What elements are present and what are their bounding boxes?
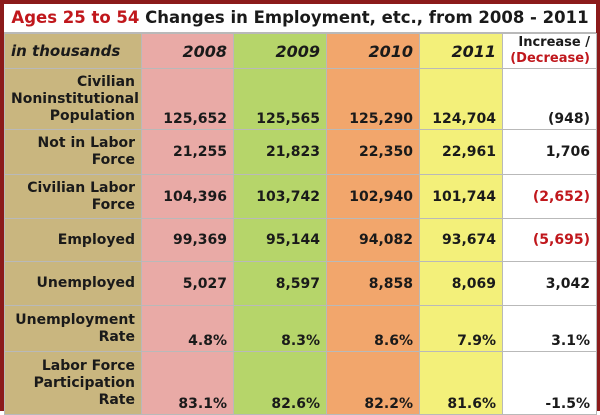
row-label-line: Labor Force <box>41 357 135 374</box>
cell-2010: 102,940 <box>326 174 420 219</box>
cell-change: (2,652) <box>502 174 597 219</box>
cell-2011: 22,961 <box>419 129 503 175</box>
cell-2008: 5,027 <box>141 261 234 306</box>
row-label-line: Rate <box>98 328 135 345</box>
cell-2010: 8,858 <box>326 261 420 306</box>
cell-2008: 4.8% <box>141 305 234 352</box>
table-row: Civilian Labor Force 104,396 103,742 102,940… <box>4 174 597 219</box>
cell-2011: 8,069 <box>419 261 503 306</box>
row-label-line: Force <box>91 152 135 168</box>
row-label-line: Civilian Labor <box>27 179 135 196</box>
cell-2009: 21,823 <box>233 129 327 175</box>
cell-change: 1,706 <box>502 129 597 175</box>
cell-2010: 22,350 <box>326 129 420 175</box>
table-row: Unemployed 5,027 8,597 8,858 8,069 3,042 <box>4 261 597 306</box>
cell-2010: 125,290 <box>326 68 420 130</box>
row-label-line: Noninstitutional <box>11 90 139 107</box>
decrease-header-label: (Decrease) <box>510 51 590 66</box>
cell-2009: 125,565 <box>233 68 327 130</box>
row-label: Civilian Noninstitutional Population <box>4 68 142 130</box>
row-label-line: Civilian <box>76 73 135 90</box>
row-label: Employed <box>4 218 142 262</box>
employment-table: in thousands 2008 2009 2010 2011 Increas… <box>4 33 597 415</box>
cell-change: 3,042 <box>502 261 597 306</box>
cell-change: (5,695) <box>502 218 597 262</box>
table-row: Civilian Noninstitutional Population 125,65… <box>4 68 597 130</box>
cell-2008: 83.1% <box>141 351 234 415</box>
title-age-range: Ages 25 to 54 <box>11 8 140 27</box>
row-label: Labor Force Participation Rate <box>4 351 142 415</box>
row-label-line: Unemployed <box>36 275 136 291</box>
row-label-line: Employed <box>57 231 135 248</box>
header-row: in thousands 2008 2009 2010 2011 Increas… <box>4 33 597 69</box>
row-label-line: Not in Labor <box>37 135 135 151</box>
cell-2009: 82.6% <box>233 351 327 415</box>
cell-2009: 103,742 <box>233 174 327 219</box>
row-label: Unemployed <box>4 261 142 306</box>
cell-2009: 8.3% <box>233 305 327 352</box>
row-label-line: Unemployment <box>15 311 135 328</box>
table-title: Ages 25 to 54 Changes in Employment, etc… <box>4 4 596 33</box>
row-label-line: Rate <box>98 391 135 408</box>
table-row: Labor Force Participation Rate 83.1% 82.6% 82… <box>4 351 597 415</box>
cell-change: -1.5% <box>502 351 597 415</box>
title-rest: Changes in Employment, etc., from 2008 -… <box>139 8 589 27</box>
cell-2008: 99,369 <box>141 218 234 262</box>
row-label-line: Participation <box>33 374 135 391</box>
cell-change: 3.1% <box>502 305 597 352</box>
cell-change: (948) <box>502 68 597 130</box>
row-label: Unemployment Rate <box>4 305 142 352</box>
cell-2010: 82.2% <box>326 351 420 415</box>
table-row: Unemployment Rate 4.8% 8.3% 8.6% 7.9% 3.1% <box>4 305 597 352</box>
column-header-2008: 2008 <box>141 33 234 69</box>
cell-2011: 81.6% <box>419 351 503 415</box>
row-label-line: Force <box>91 196 135 213</box>
cell-2008: 21,255 <box>141 129 234 175</box>
cell-2010: 94,082 <box>326 218 420 262</box>
row-label: Civilian Labor Force <box>4 174 142 219</box>
column-header-2010: 2010 <box>326 33 420 69</box>
row-label: Not in Labor Force <box>4 129 142 175</box>
cell-2009: 8,597 <box>233 261 327 306</box>
column-header-2009: 2009 <box>233 33 327 69</box>
table-row: Employed 99,369 95,144 94,082 93,674 (5,695) <box>4 218 597 262</box>
cell-2011: 7.9% <box>419 305 503 352</box>
cell-2011: 124,704 <box>419 68 503 130</box>
row-label-line: Population <box>49 107 135 124</box>
cell-2010: 8.6% <box>326 305 420 352</box>
change-header: Increase / (Decrease) <box>502 33 597 69</box>
table-row: Not in Labor Force 21,255 21,823 22,350 22,96… <box>4 129 597 175</box>
cell-2011: 93,674 <box>419 218 503 262</box>
unit-label: in thousands <box>4 33 142 69</box>
cell-2011: 101,744 <box>419 174 503 219</box>
increase-header-label: Increase / <box>518 35 590 50</box>
cell-2009: 95,144 <box>233 218 327 262</box>
cell-2008: 125,652 <box>141 68 234 130</box>
cell-2008: 104,396 <box>141 174 234 219</box>
column-header-2011: 2011 <box>419 33 503 69</box>
